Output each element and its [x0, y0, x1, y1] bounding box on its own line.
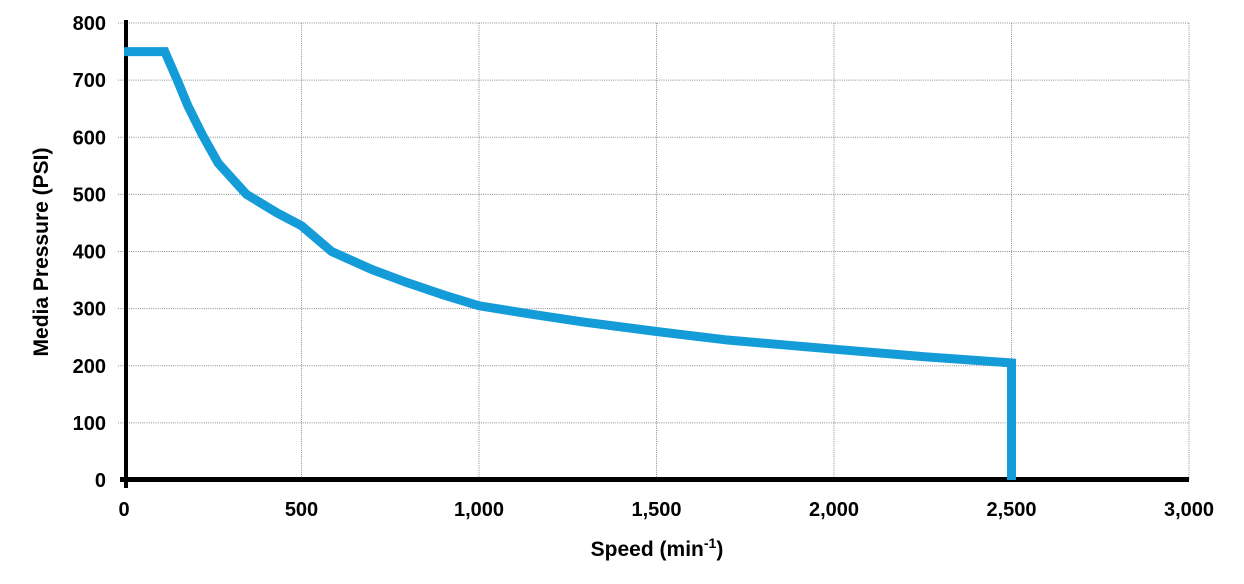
- axes: [120, 20, 1189, 488]
- y-tick-label-300: 300: [73, 299, 106, 321]
- x-tick-label-1500: 1,500: [631, 499, 681, 521]
- x-tick-label-2000: 2,000: [809, 499, 859, 521]
- x-tick-label-500: 500: [285, 499, 318, 521]
- y-tick-label-400: 400: [73, 242, 106, 264]
- pressure-curve-series: [124, 47, 1016, 480]
- x-tick-label-2500: 2,500: [986, 499, 1036, 521]
- x-axis-title: Speed (min-1): [591, 535, 724, 561]
- x-axis-title-superscript: -1: [704, 535, 717, 551]
- y-axis-title: Media Pressure (PSI): [30, 148, 53, 357]
- y-axis-tick-labels: 0 100 200 300 400 500 600 700 800: [73, 13, 106, 492]
- x-axis-tick-labels: 0 500 1,000 1,500 2,000 2,500 3,000: [118, 499, 1214, 521]
- x-axis-title-main: Speed (min: [591, 538, 704, 561]
- x-tick-label-3000: 3,000: [1164, 499, 1214, 521]
- y-tick-label-100: 100: [73, 413, 106, 435]
- x-tick-label-0: 0: [118, 499, 129, 521]
- gridlines: [118, 22, 1190, 480]
- y-tick-label-700: 700: [73, 70, 106, 92]
- x-tick-label-1000: 1,000: [454, 499, 504, 521]
- y-tick-label-800: 800: [73, 13, 106, 35]
- y-tick-label-600: 600: [73, 127, 106, 149]
- y-tick-label-500: 500: [73, 184, 106, 206]
- curve-0: [124, 47, 1016, 480]
- y-tick-label-0: 0: [95, 470, 106, 492]
- x-axis-title-close: ): [716, 538, 723, 561]
- y-tick-label-200: 200: [73, 356, 106, 378]
